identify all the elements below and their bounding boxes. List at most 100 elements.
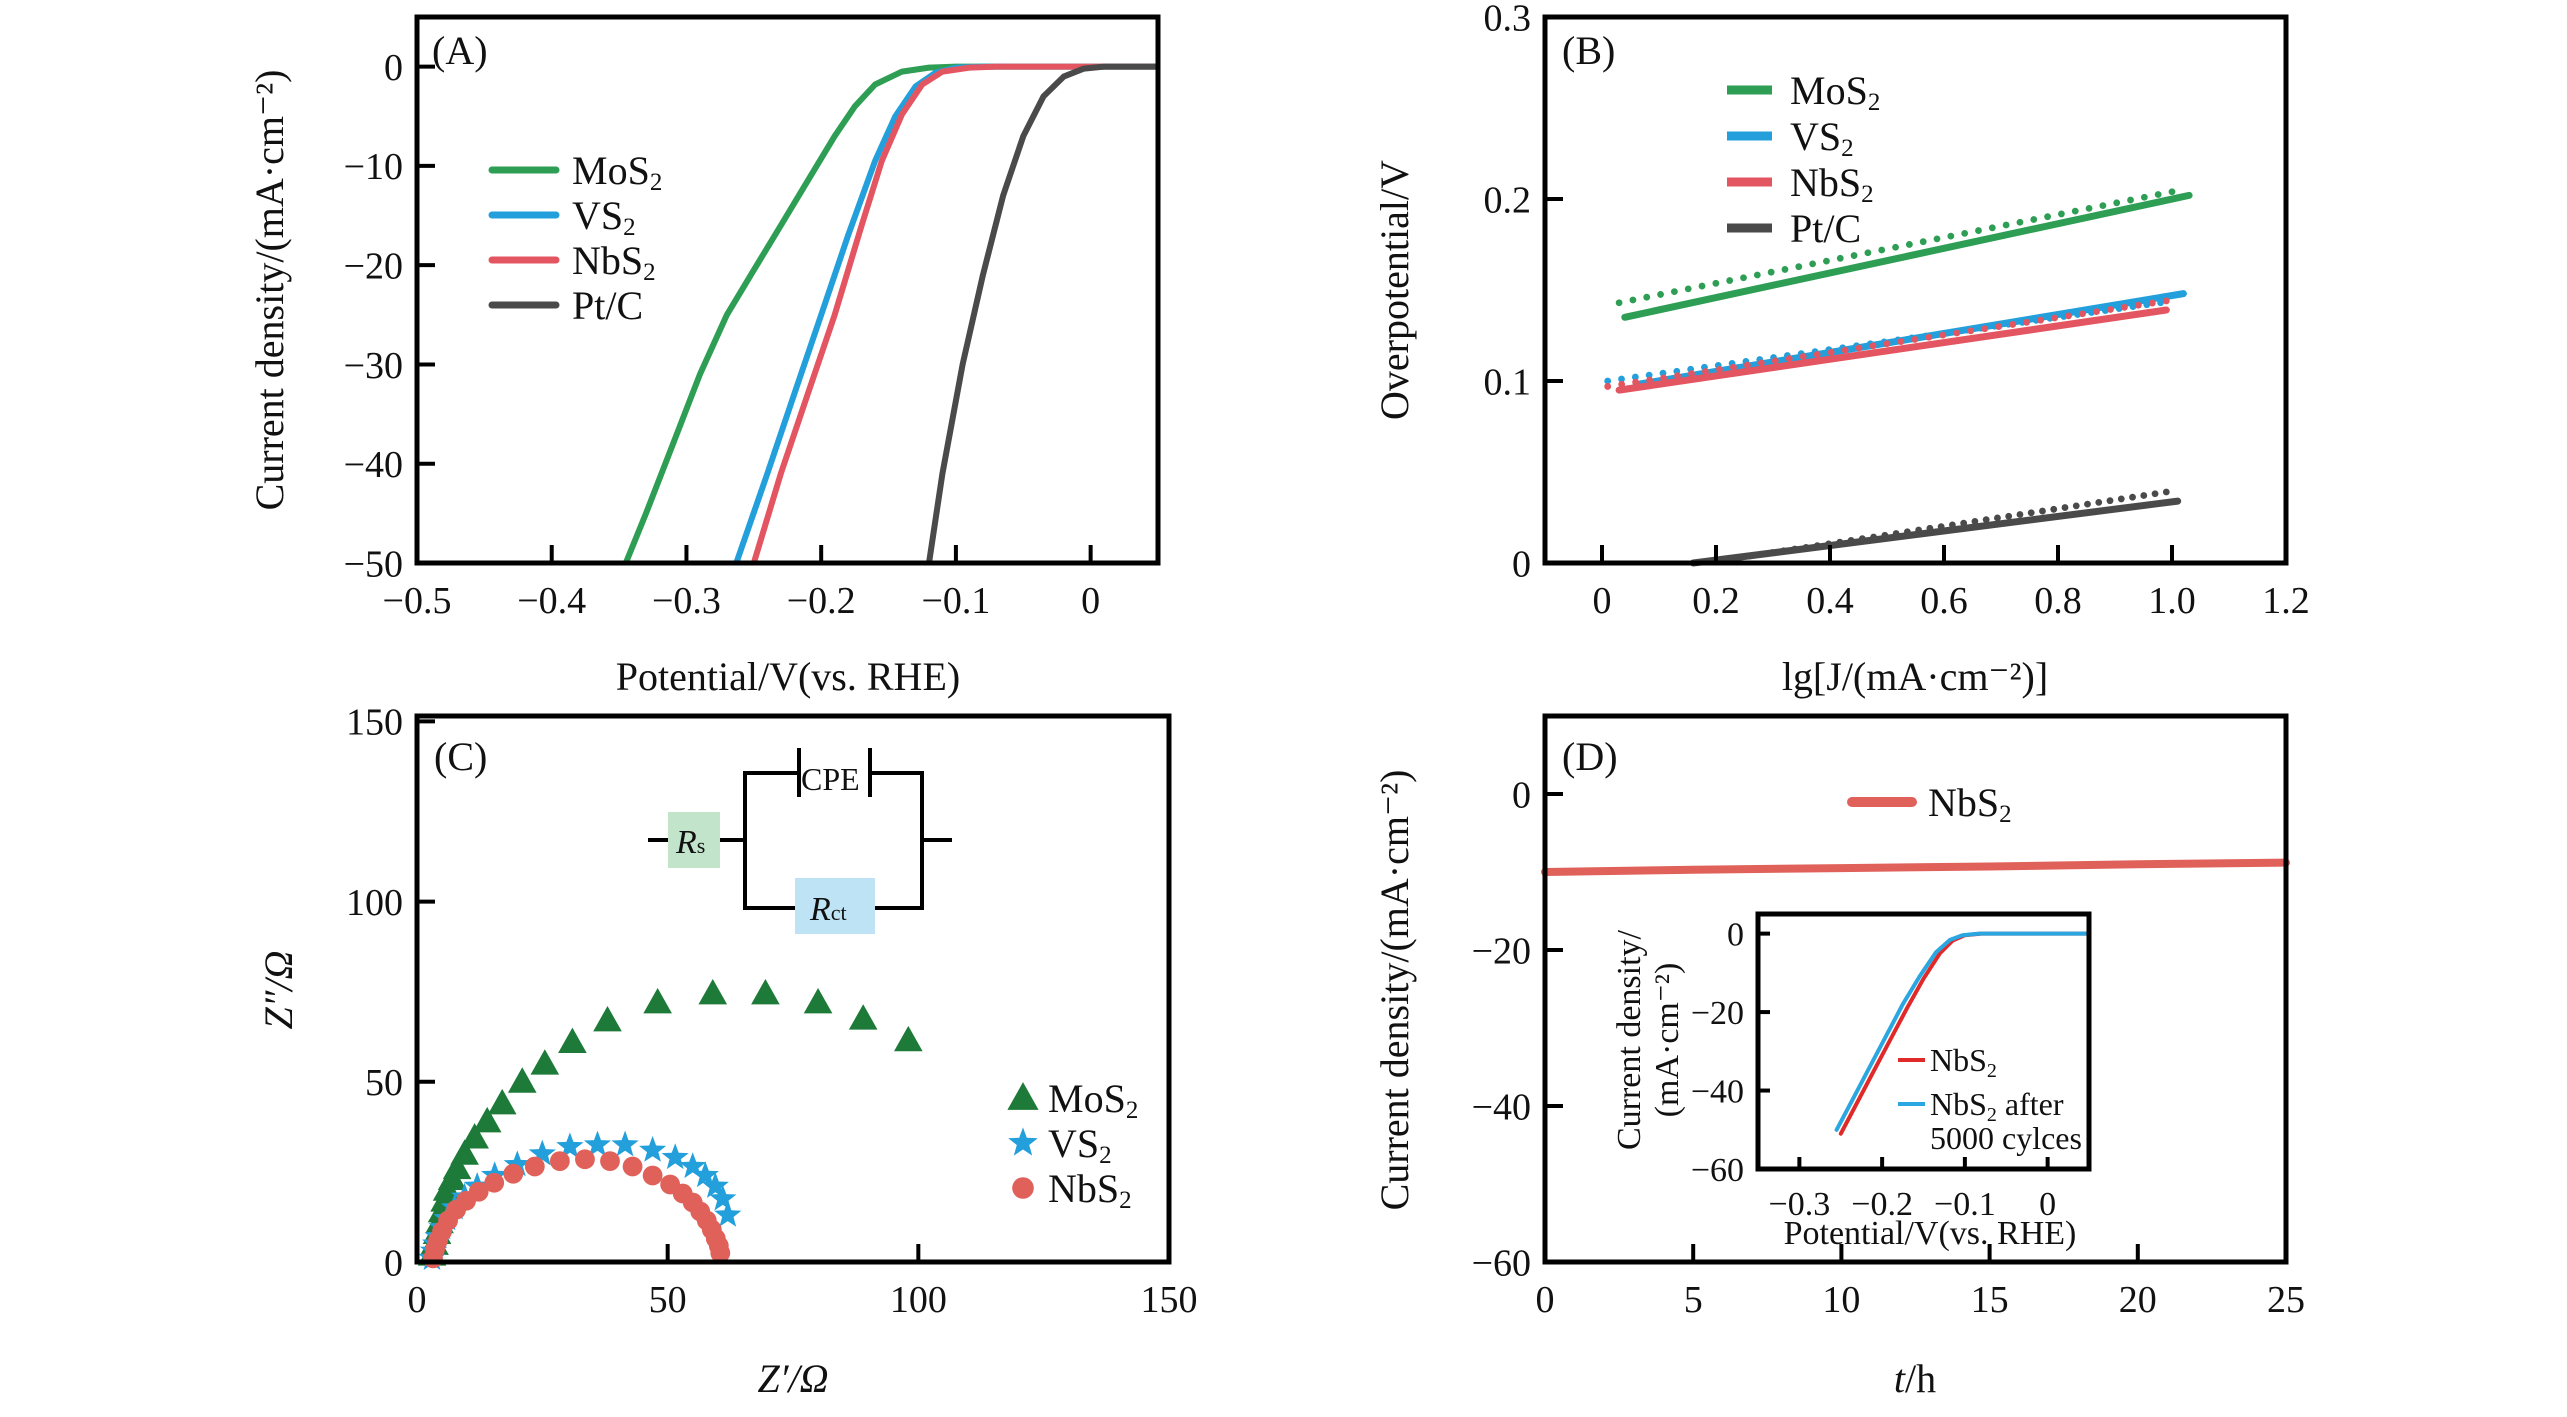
circuit-parallel-right (872, 771, 924, 910)
y-tick-label: 0 (1512, 774, 1531, 816)
x-tick-label: −0.4 (517, 580, 586, 622)
panel-b-label: (B) (1562, 28, 1615, 73)
data-point-nbs2 (524, 1156, 545, 1177)
y-tick-label: 0 (1727, 917, 1744, 954)
data-point-mos2 (803, 987, 833, 1014)
data-point-pt-c (2117, 495, 2125, 503)
panel-a-xlabel: Potential/V(vs. RHE) (616, 654, 960, 699)
circuit-rs-label: Rs (675, 824, 705, 861)
data-point-nbs2 (1729, 363, 1737, 371)
data-point-nbs2 (2079, 310, 2086, 318)
circuit-rs-box (668, 812, 720, 868)
data-point-mos2 (1864, 249, 1872, 257)
data-point-pt-c (2016, 511, 2024, 518)
data-point-mos2 (593, 1006, 622, 1032)
y-tick-label: 0 (384, 47, 403, 89)
x-tick-label: 1.2 (2262, 580, 2310, 622)
data-point-pt-c (1971, 518, 1979, 525)
y-tick-label: −30 (344, 345, 403, 387)
data-point-mos2 (1836, 254, 1844, 262)
data-point-nbs2 (1841, 346, 1849, 354)
series-line-nbs2 (750, 63, 1158, 563)
x-tick-label: 0 (1536, 1279, 1555, 1321)
panel-b-xlabel: lg[J/(mA·cm⁻²)] (1782, 654, 2048, 699)
data-point-nbs2 (2037, 316, 2045, 324)
data-point-mos2 (2030, 216, 2038, 223)
data-point-pt-c (2151, 490, 2159, 498)
x-tick-label: 10 (1822, 1279, 1860, 1321)
y-tick-label: −60 (1472, 1242, 1531, 1284)
data-point-mos2 (2168, 188, 2176, 196)
x-tick-label: −0.1 (921, 580, 990, 622)
x-tick-label: 0 (408, 1279, 427, 1321)
data-point-mos2 (2127, 196, 2134, 204)
y-tick-label: −40 (344, 444, 403, 486)
legend-label-vs2: VS2 (1048, 1121, 1112, 1169)
panel-d-plot: 0 5 10 15 20 25 0 −20 −40 −60 NbS2 (1472, 713, 2305, 1321)
fit-line-mos2 (1621, 191, 2193, 321)
plot-frame (1542, 713, 2289, 1265)
data-point-vs2 (639, 1136, 667, 1162)
data-point-nbs2 (2148, 299, 2156, 307)
data-point-nbs2 (622, 1156, 643, 1177)
data-point-mos2 (1615, 299, 1623, 307)
data-point-mos2 (2016, 218, 2024, 226)
circuit-cpe-label: CPE (801, 761, 860, 797)
x-tick-label: 0 (2039, 1186, 2056, 1223)
plot-frame (1542, 14, 2289, 566)
x-tick-label: 0 (1593, 580, 1612, 622)
data-point-vs2 (714, 1200, 742, 1227)
data-point-mos2 (1712, 279, 1720, 287)
circuit-rct-label: Rct (809, 891, 847, 928)
data-point-mos2 (1629, 296, 1637, 304)
data-point-mos2 (1670, 288, 1678, 296)
legend-label-mos2: MoS2 (572, 148, 662, 196)
series-line-nbs2 (1541, 858, 2290, 876)
data-point-pt-c (2129, 493, 2136, 501)
data-point-nbs2 (2065, 312, 2072, 320)
x-tick-label: 150 (1141, 1279, 1198, 1321)
data-point-mos2 (848, 1004, 878, 1030)
y-tick-label: −50 (344, 543, 403, 585)
data-point-nbs2 (1757, 359, 1765, 367)
data-point-vs2 (1631, 373, 1639, 381)
data-point-nbs2 (1939, 331, 1947, 339)
data-point-vs2 (691, 1161, 719, 1188)
data-point-nbs2 (1674, 372, 1681, 380)
x-tick-label: 100 (890, 1279, 947, 1321)
inset-legend-label-nbs2-after-line1: NbS2 after (1930, 1086, 2064, 1126)
data-point-mos2 (1933, 235, 1941, 243)
data-point-vs2 (1604, 377, 1612, 385)
data-point-pt-c (2027, 509, 2035, 517)
y-tick-label: 0 (384, 1242, 403, 1284)
data-point-mos2 (2154, 191, 2162, 198)
x-tick-label: 1.0 (2148, 580, 2196, 622)
data-point-vs2 (556, 1132, 584, 1159)
x-tick-label: −0.1 (1934, 1186, 1996, 1223)
panel-d-inset: Current density/ (mA·cm⁻²) Potential/V(v… (1611, 911, 2092, 1252)
x-tick-label: −0.3 (1769, 1186, 1831, 1223)
data-point-mos2 (2071, 207, 2079, 215)
data-point-pt-c (2106, 497, 2114, 505)
data-point-mos2 (1795, 263, 1803, 271)
x-tick-label: −0.2 (1851, 1186, 1913, 1223)
data-point-nbs2 (1743, 361, 1751, 369)
x-tick-label: 0.4 (1806, 580, 1854, 622)
data-point-nbs2 (1632, 378, 1640, 386)
data-point-mos2 (530, 1049, 560, 1075)
equivalent-circuit-diagram: Rs CPE Rct (648, 748, 952, 934)
x-tick-label: −0.3 (652, 580, 721, 622)
data-point-nbs2 (1967, 327, 1975, 335)
data-point-nbs2 (2121, 303, 2128, 311)
data-point-mos2 (1767, 268, 1775, 276)
data-point-mos2 (1657, 291, 1664, 298)
inset-legend-label-nbs2-after-line2: 5000 cylces (1930, 1120, 2082, 1156)
data-point-pt-c (1982, 516, 1990, 524)
legend-label-nbs2: NbS2 (1790, 160, 1874, 208)
data-point-vs2 (709, 1184, 737, 1211)
data-point-nbs2 (642, 1165, 663, 1186)
x-tick-label: −0.2 (787, 580, 856, 622)
series-line-mos2 (622, 63, 1158, 563)
